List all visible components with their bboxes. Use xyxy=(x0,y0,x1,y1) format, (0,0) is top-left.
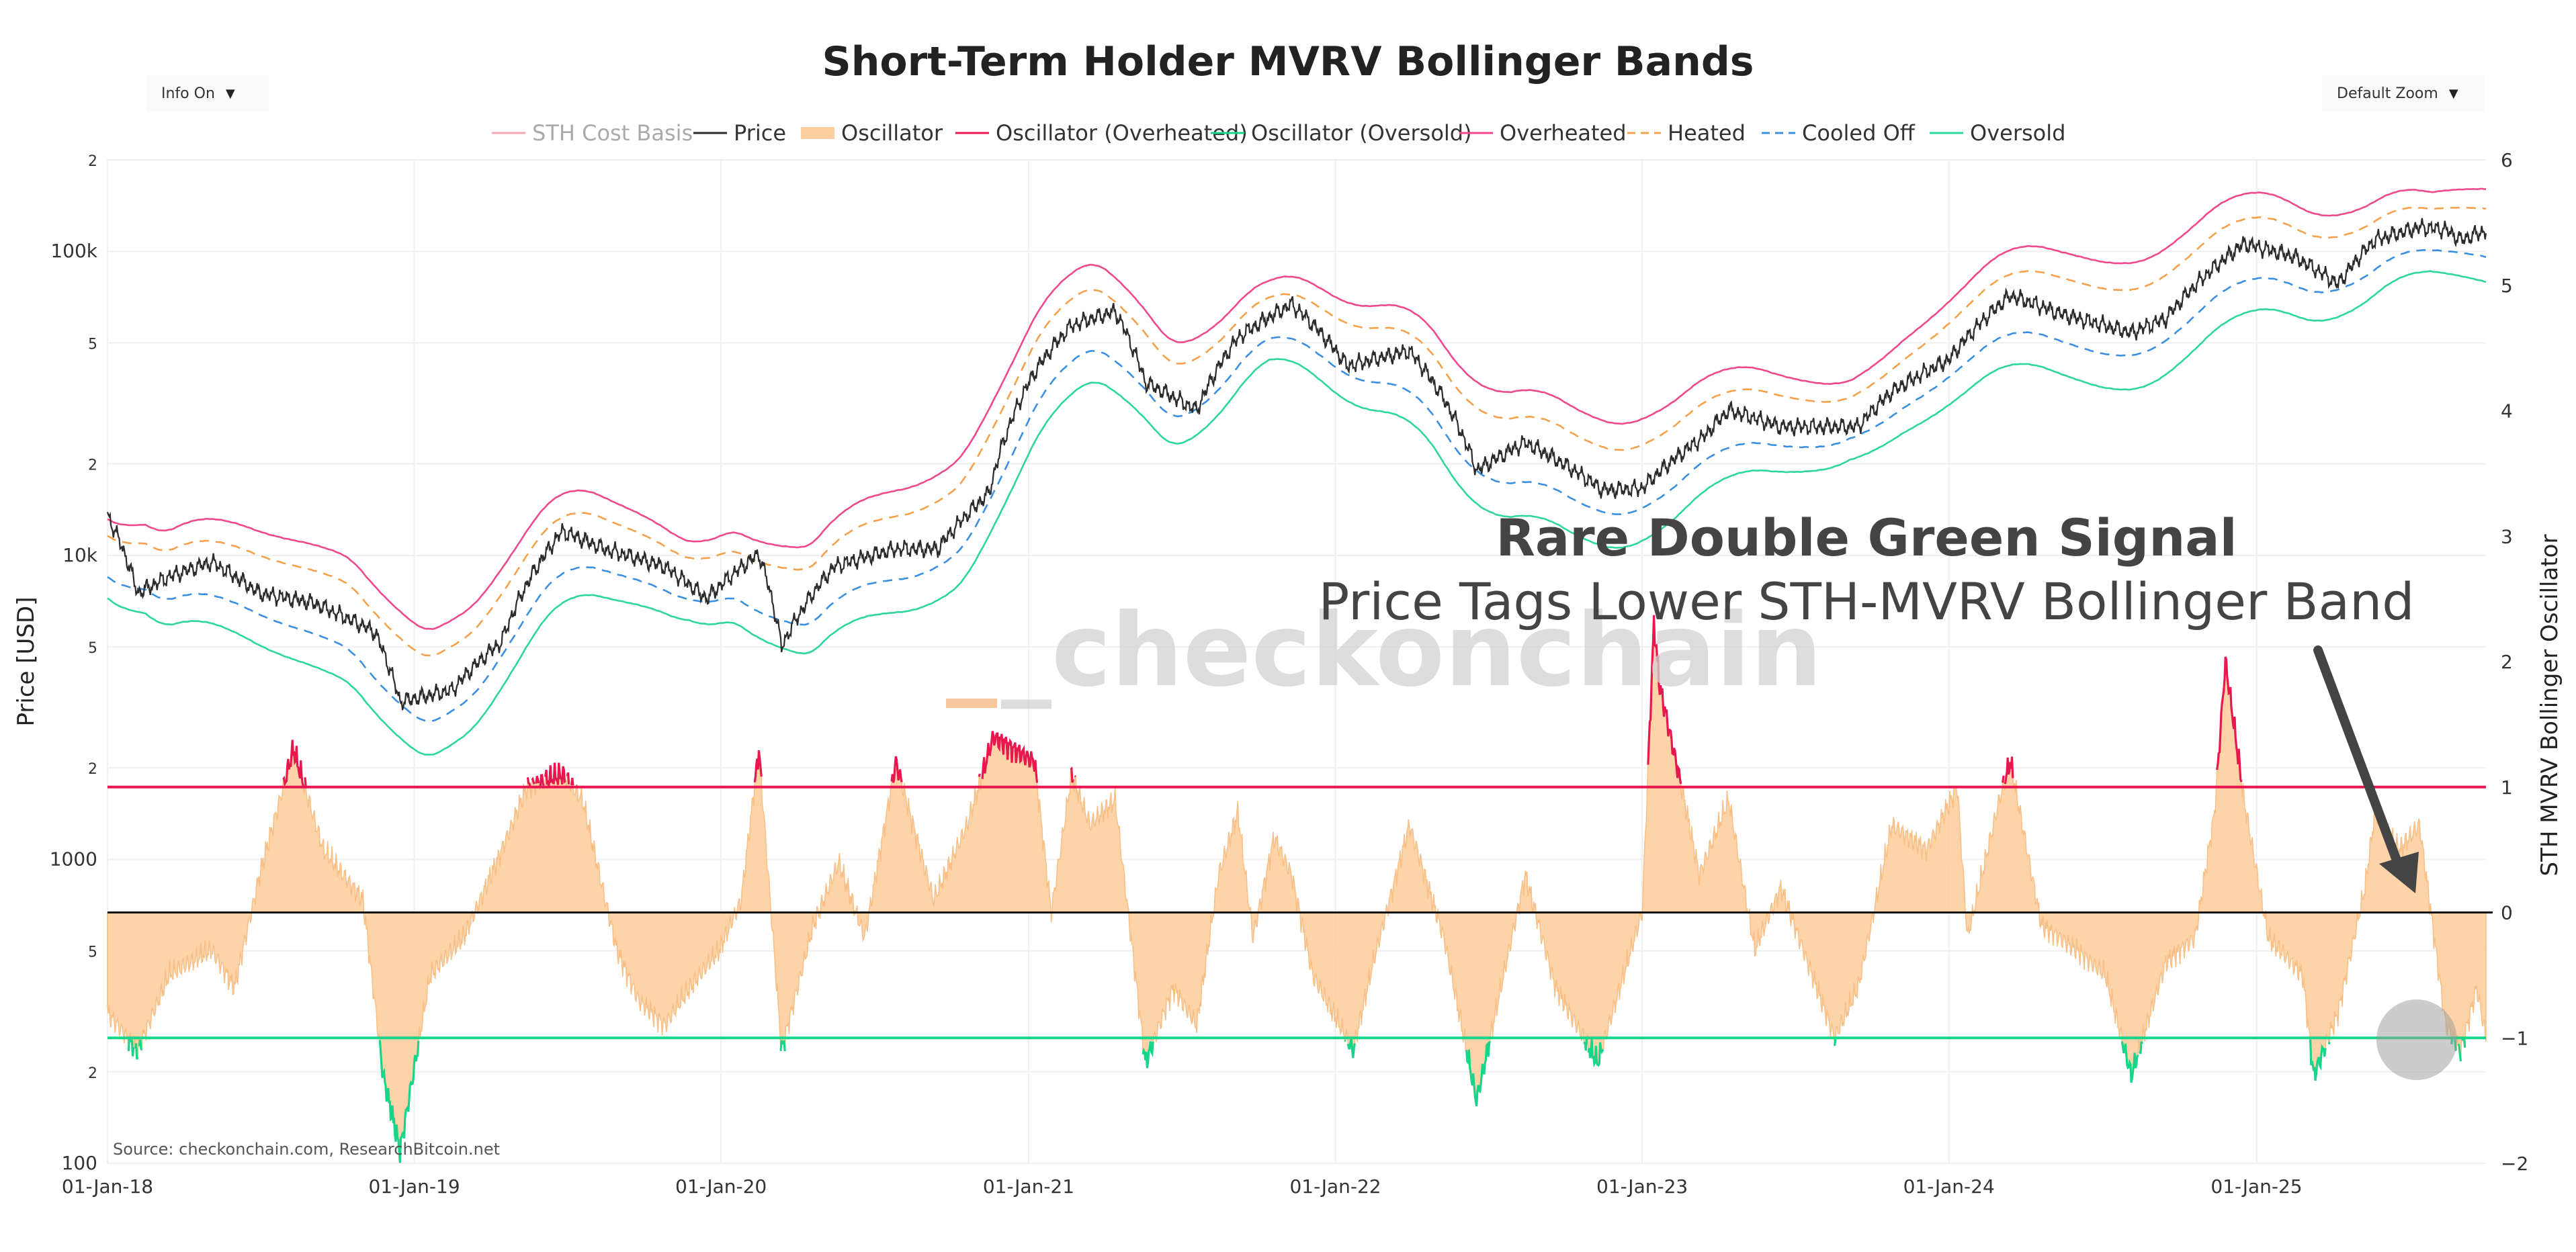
y-right-tick-label: −1 xyxy=(2501,1027,2528,1049)
band-cooled-off xyxy=(107,249,2487,722)
y-left-tick-label: 2 xyxy=(88,153,97,170)
legend-item-label: Cooled Off xyxy=(1802,120,1916,146)
y-left-tick-label: 2 xyxy=(88,1065,97,1082)
annotation-title: Rare Double Green Signal xyxy=(1496,508,2237,568)
legend-item-label: Oscillator (Oversold) xyxy=(1251,120,1472,146)
y-right-tick-label: 0 xyxy=(2501,902,2513,924)
legend-item-label: Oscillator xyxy=(841,120,943,146)
y-left-tick-label: 100 xyxy=(62,1152,97,1174)
y-right-tick-label: 1 xyxy=(2501,776,2513,799)
y-left-tick-label: 5 xyxy=(88,944,97,961)
legend-item-label: Overheated xyxy=(1500,120,1627,146)
annotation-arrow-shaft xyxy=(2313,645,2407,879)
x-tick-label: 01-Jan-22 xyxy=(1289,1175,1381,1198)
x-tick-label: 01-Jan-20 xyxy=(675,1175,767,1198)
zoom-dropdown[interactable]: Default Zoom ▼ xyxy=(2322,75,2485,111)
info-toggle-dropdown[interactable]: Info On ▼ xyxy=(146,75,269,111)
y-left-tick-label: 5 xyxy=(88,640,97,657)
y-right-tick-label: 6 xyxy=(2501,149,2513,171)
watermark: _checkonchain xyxy=(1001,592,1822,709)
x-tick-label: 01-Jan-23 xyxy=(1596,1175,1688,1198)
legend: STH Cost Basis Price Oscillator Oscillator … xyxy=(492,120,2065,146)
info-toggle-label: Info On xyxy=(161,85,215,102)
annotation-arrow-head xyxy=(2379,852,2419,893)
x-tick-label: 01-Jan-18 xyxy=(62,1175,153,1198)
band-overheated xyxy=(107,187,2487,630)
source-note: Source: checkonchain.com, ResearchBitcoi… xyxy=(113,1140,500,1159)
oscillator-area xyxy=(107,615,2487,1163)
annotation-subtitle: Price Tags Lower STH-MVRV Bollinger Band xyxy=(1318,572,2414,631)
legend-swatch xyxy=(801,127,834,139)
price-line xyxy=(106,218,2487,711)
y-left-tick-label: 5 xyxy=(88,336,97,353)
x-tick-label: 01-Jan-21 xyxy=(983,1175,1074,1198)
axes: 01-Jan-18 01-Jan-19 01-Jan-20 01-Jan-21 01-J… xyxy=(50,149,2529,1198)
y-right-tick-label: 4 xyxy=(2501,400,2513,422)
price-series xyxy=(106,218,2487,711)
y-right-tick-label: 5 xyxy=(2501,275,2513,297)
chevron-down-icon: ▼ xyxy=(225,86,235,101)
y-axis-left-title: Price [USD] xyxy=(13,597,40,727)
oscillator-levels xyxy=(108,785,2493,1040)
bollinger-bands xyxy=(107,187,2487,756)
y-left-tick-label: 100k xyxy=(50,240,97,262)
legend-item-label: Heated xyxy=(1668,120,1746,146)
chart-title: Short-Term Holder MVRV Bollinger Bands xyxy=(822,38,1754,85)
signal-highlight-circle xyxy=(2376,999,2457,1080)
y-left-tick-label: 2 xyxy=(88,457,97,474)
band-oversold xyxy=(107,270,2487,756)
band-heated xyxy=(107,206,2487,657)
zoom-label: Default Zoom xyxy=(2337,85,2438,102)
legend-item-label: Oversold xyxy=(1970,120,2065,146)
chevron-down-icon: ▼ xyxy=(2448,86,2458,101)
x-tick-label: 01-Jan-25 xyxy=(2210,1175,2302,1198)
y-left-tick-label: 10k xyxy=(62,544,98,566)
legend-item-label: STH Cost Basis xyxy=(532,120,693,146)
watermark-underscore xyxy=(946,699,997,708)
y-axis-right-title: STH MVRV Bollinger Oscillator xyxy=(2536,535,2563,877)
legend-item-label: Oscillator (Overheated) xyxy=(996,120,1248,146)
oscillator-series xyxy=(107,615,2487,1163)
y-right-tick-label: −2 xyxy=(2501,1153,2528,1175)
y-left-tick-label: 2 xyxy=(88,761,97,778)
y-right-tick-label: 2 xyxy=(2501,651,2513,673)
x-tick-label: 01-Jan-19 xyxy=(368,1175,460,1198)
legend-item-label: Price xyxy=(734,120,786,146)
y-right-tick-label: 3 xyxy=(2501,525,2513,547)
x-tick-label: 01-Jan-24 xyxy=(1903,1175,1995,1198)
y-left-tick-label: 1000 xyxy=(50,848,97,870)
